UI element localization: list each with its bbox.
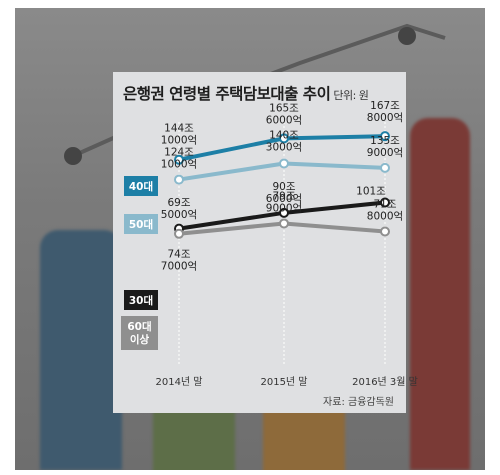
data-label-50대-2: 135조 9000억 bbox=[367, 135, 403, 159]
data-label-60대-이상-2: 71조 8000억 bbox=[367, 199, 403, 223]
background-bar-red bbox=[410, 118, 470, 470]
legend-label-60대-이상: 60대 이상 bbox=[127, 320, 151, 346]
x-tick-label-1: 2015년 말 bbox=[260, 376, 307, 388]
x-tick-label-0: 2014년 말 bbox=[155, 376, 202, 388]
legend-label-40대: 40대 bbox=[129, 180, 153, 193]
data-label-50대-0: 124조 1000억 bbox=[161, 147, 197, 171]
data-point-60대-이상-1 bbox=[279, 218, 289, 229]
data-label-60대-이상-1: 79조 9000억 bbox=[266, 190, 302, 214]
data-label-30대-0: 74조 7000억 bbox=[161, 249, 197, 273]
chart-title: 은행권 연령별 주택담보대출 추이 단위: 원 bbox=[123, 85, 369, 103]
data-point-40대-2 bbox=[380, 131, 390, 142]
data-point-30대-1 bbox=[279, 207, 289, 218]
data-point-40대-1 bbox=[279, 133, 289, 144]
data-point-50대-1 bbox=[279, 158, 289, 169]
legend-label-30대: 30대 bbox=[129, 294, 153, 307]
source-label: 자료: 금융감독원 bbox=[323, 397, 394, 408]
data-label-30대-1: 90조 6000억 bbox=[266, 181, 302, 205]
data-label-60대-이상-0: 69조 5000억 bbox=[161, 197, 197, 221]
x-tick-label-2: 2016년 3월 말 bbox=[352, 376, 418, 388]
data-point-60대-이상-0 bbox=[174, 228, 184, 239]
unit-label: 단위: 원 bbox=[333, 89, 369, 102]
data-label-40대-0: 144조 1000억 bbox=[161, 123, 197, 147]
legend-tag-30대 bbox=[124, 290, 158, 310]
data-point-30대-2 bbox=[380, 197, 390, 208]
line-chart: 2014년 말 2015년 말 2016년 3월 말 144조 1000억 165조 600… bbox=[121, 100, 418, 388]
data-label-40대-2: 167조 8000억 bbox=[367, 100, 403, 124]
legend-tag-50대 bbox=[124, 214, 158, 234]
data-point-60대-이상-2 bbox=[380, 226, 390, 237]
background-bar-blue bbox=[40, 230, 122, 470]
data-point-50대-2 bbox=[380, 162, 390, 173]
legend-tag-40대 bbox=[124, 176, 158, 196]
chart-card: 은행권 연령별 주택담보대출 추이 단위: 원 2014년 말 2015년 말 201… bbox=[113, 72, 418, 413]
legend-label-50대: 50대 bbox=[129, 218, 153, 231]
data-point-50대-0 bbox=[174, 174, 184, 185]
data-label-30대-2: 101조 bbox=[356, 186, 386, 198]
data-label-50대-1: 140조 3000억 bbox=[266, 129, 302, 153]
data-label-40대-1: 165조 6000억 bbox=[266, 102, 302, 126]
legend-tag-60대-이상 bbox=[121, 316, 158, 350]
data-point-40대-0 bbox=[174, 154, 184, 165]
